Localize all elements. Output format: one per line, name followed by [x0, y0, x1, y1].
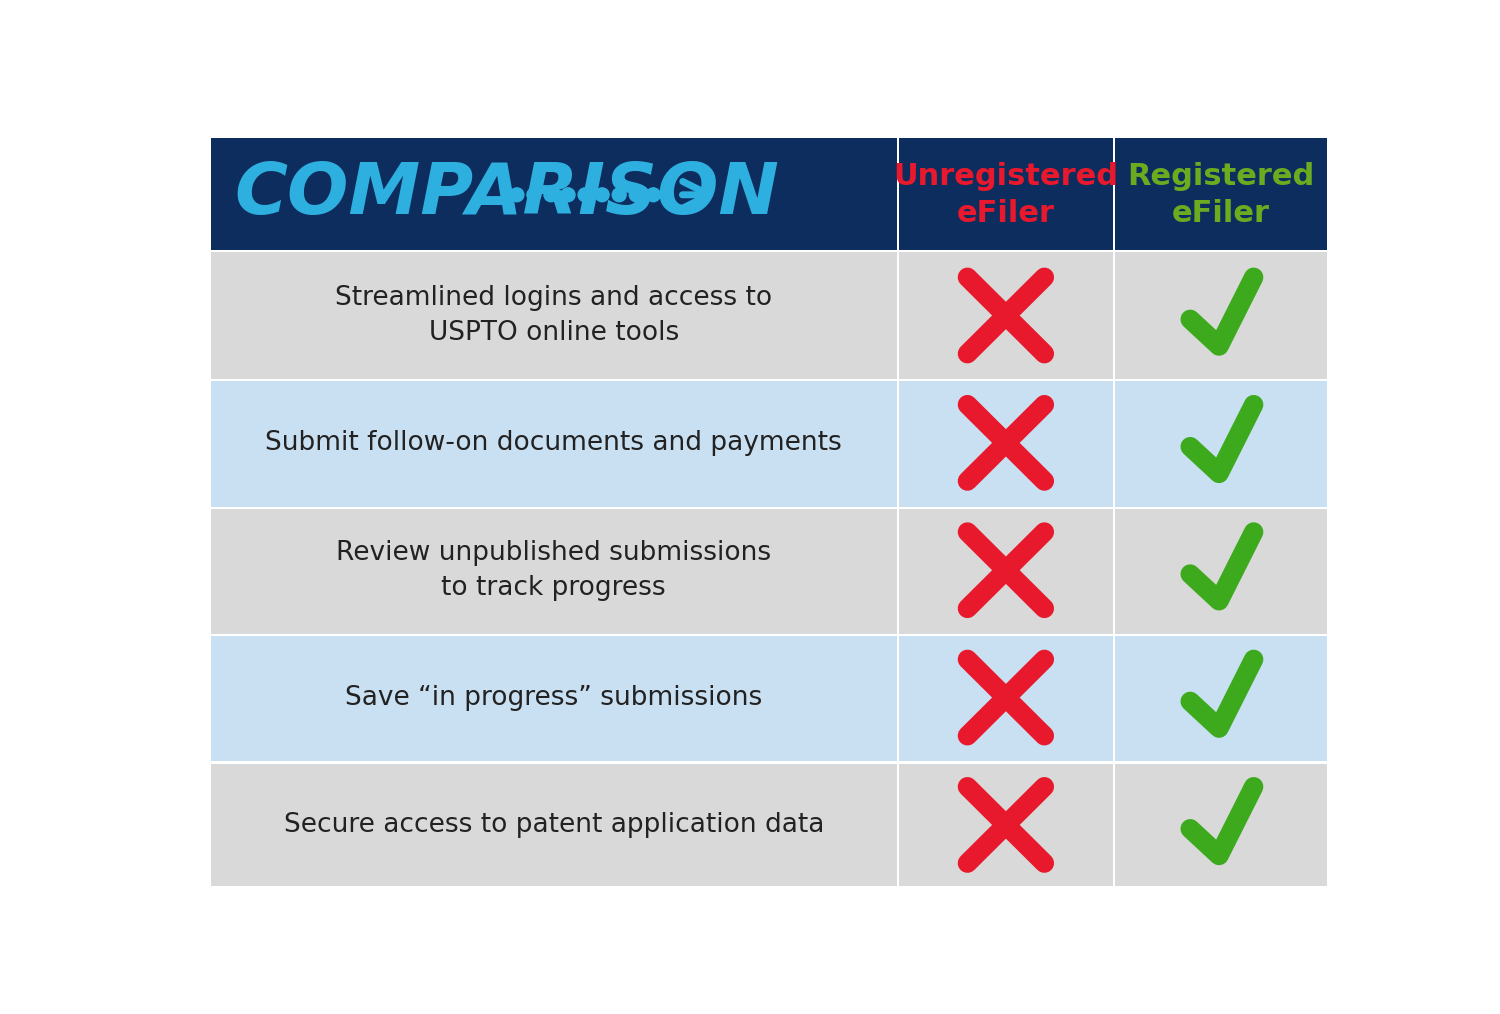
Bar [1114, 379, 1328, 507]
Circle shape [526, 188, 542, 202]
Bar [897, 507, 898, 634]
Text: Secure access to patent application data: Secure access to patent application data [284, 812, 824, 838]
Bar [1113, 762, 1114, 888]
Text: COMPARISON: COMPARISON [234, 160, 778, 229]
Circle shape [596, 188, 609, 202]
Bar [210, 634, 897, 762]
Bar [1113, 634, 1114, 762]
Bar [1113, 136, 1114, 249]
Text: Unregistered
eFiler: Unregistered eFiler [894, 162, 1119, 228]
Circle shape [561, 188, 574, 202]
Bar [1114, 634, 1328, 762]
Bar [898, 379, 1113, 507]
Bar [898, 251, 1113, 379]
Text: Save “in progress” submissions: Save “in progress” submissions [345, 684, 762, 711]
Text: Submit follow-on documents and payments: Submit follow-on documents and payments [266, 430, 842, 456]
Bar [210, 634, 1326, 636]
Bar [1113, 507, 1114, 634]
Bar [897, 762, 898, 888]
Bar [1113, 251, 1114, 379]
Bar [210, 507, 897, 634]
Circle shape [646, 188, 660, 202]
Text: Streamlined logins and access to
USPTO online tools: Streamlined logins and access to USPTO o… [334, 285, 772, 346]
Bar [210, 379, 1326, 381]
Bar [210, 251, 897, 379]
Bar [897, 136, 898, 249]
Circle shape [630, 188, 644, 202]
Bar [898, 507, 1113, 634]
Bar [210, 136, 1326, 249]
Bar [210, 886, 1326, 888]
Bar [897, 251, 898, 379]
Bar [210, 379, 897, 507]
Bar [897, 379, 898, 507]
Circle shape [578, 188, 592, 202]
Circle shape [510, 188, 524, 202]
Bar [897, 634, 898, 762]
Bar [898, 762, 1113, 888]
Bar [210, 507, 1326, 509]
Bar [1114, 507, 1328, 634]
Bar [1114, 251, 1328, 379]
Bar [898, 634, 1113, 762]
Text: Review unpublished submissions
to track progress: Review unpublished submissions to track … [336, 539, 771, 600]
Bar [210, 762, 1326, 764]
Bar [210, 136, 1326, 138]
Bar [210, 762, 897, 888]
Circle shape [612, 188, 626, 202]
Bar [1113, 379, 1114, 507]
Bar [1114, 762, 1328, 888]
Text: Registered
eFiler: Registered eFiler [1128, 162, 1314, 228]
Circle shape [544, 188, 558, 202]
